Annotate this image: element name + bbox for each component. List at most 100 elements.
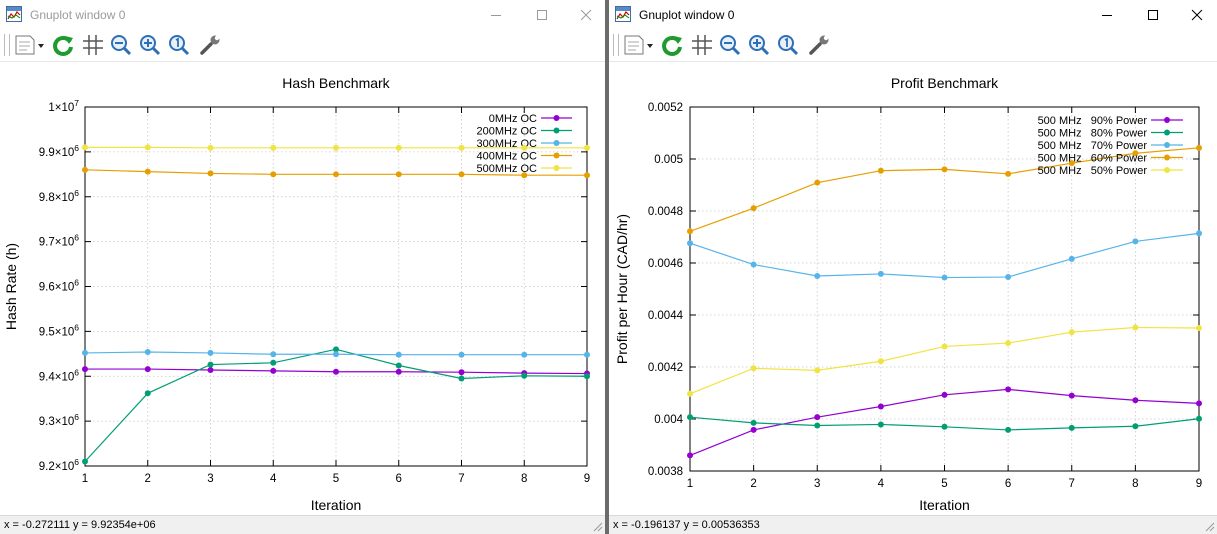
minimize-button[interactable]: [474, 0, 518, 29]
zoom-in-button[interactable]: [138, 32, 162, 58]
copy-clipboard-button[interactable]: [12, 32, 48, 58]
legend-label: 400MHz OC: [476, 151, 537, 163]
data-point: [750, 205, 757, 212]
y-tick-times: ×10: [55, 147, 75, 159]
data-point: [814, 367, 821, 374]
data-point: [395, 351, 402, 358]
y-tick-times: ×10: [55, 282, 75, 294]
x-tick-label: 1: [687, 478, 693, 490]
data-point: [687, 240, 693, 247]
data-point: [1196, 400, 1202, 407]
x-tick-label: 3: [814, 478, 820, 490]
y-tick-mantissa: 9.6: [39, 282, 55, 294]
maximize-button[interactable]: [1131, 0, 1175, 29]
data-point: [207, 361, 214, 368]
options-button[interactable]: [198, 32, 222, 58]
replot-button[interactable]: [51, 32, 75, 58]
maximize-button[interactable]: [520, 0, 564, 29]
y-tick-mantissa: 9.2: [39, 461, 55, 473]
zoom-out-icon: [111, 35, 132, 56]
x-tick-label: 5: [941, 478, 947, 490]
y-tick-times: ×10: [55, 326, 75, 338]
series-3: [687, 230, 1202, 281]
minimize-button[interactable]: [1085, 0, 1129, 29]
unzoom-button[interactable]: [167, 32, 191, 58]
y-tick-label: 0.005: [654, 154, 683, 166]
data-point: [1132, 150, 1139, 157]
data-point: [395, 368, 402, 375]
series-3: [82, 349, 590, 358]
gnuplot-window-hash: Gnuplot window 0: [0, 0, 605, 534]
close-button[interactable]: [564, 0, 605, 29]
data-point: [521, 372, 528, 379]
data-point: [521, 144, 528, 151]
y-tick-times: ×10: [55, 371, 75, 383]
replot-button[interactable]: [660, 32, 684, 58]
zoom-out-icon: [720, 35, 741, 56]
data-point: [1196, 230, 1202, 237]
x-tick-label: 2: [750, 478, 756, 490]
data-point: [941, 423, 948, 430]
legend-marker: [553, 165, 560, 171]
y-tick-label: 0.0044: [648, 310, 684, 322]
series-1: [687, 386, 1202, 459]
data-point: [584, 144, 590, 151]
zoom-out-button[interactable]: [109, 32, 133, 58]
close-button[interactable]: [1175, 0, 1217, 29]
data-point: [270, 171, 277, 178]
data-point: [270, 351, 277, 358]
y-tick-label: 9.7×106: [39, 233, 80, 249]
unzoom-icon: [778, 35, 799, 56]
data-point: [82, 166, 88, 173]
unzoom-button[interactable]: [776, 32, 800, 58]
title-bar[interactable]: Gnuplot window 0: [0, 0, 605, 29]
x-tick-label: 7: [458, 473, 464, 485]
x-tick-label: 5: [333, 473, 339, 485]
hash-benchmark-chart[interactable]: 1 2 3 4 5 6 7 8 99.2×1069.3×1069.4×1069.5×1069.6…: [0, 62, 605, 518]
data-point: [941, 343, 948, 350]
data-point: [1132, 423, 1139, 430]
zoom-in-icon: [140, 35, 161, 56]
series-4: [82, 166, 590, 179]
data-point: [687, 452, 693, 459]
grid-button[interactable]: [81, 32, 105, 58]
data-point: [82, 144, 88, 151]
copy-clipboard-button[interactable]: [621, 32, 657, 58]
series-5: [82, 144, 590, 151]
profit-benchmark-chart[interactable]: 1 2 3 4 5 6 7 8 9 0.0038 0.004 0.0042 0.0044 0.0046 0.…: [609, 62, 1217, 518]
series-2: [687, 414, 1202, 433]
zoom-in-icon: [749, 35, 770, 56]
zoom-out-button[interactable]: [718, 32, 742, 58]
legend-marker: [1164, 129, 1170, 136]
y-tick-times: ×10: [55, 192, 75, 204]
data-point: [333, 351, 339, 358]
resize-grip-icon[interactable]: [591, 520, 603, 532]
options-wrench-icon: [809, 35, 829, 55]
grid-icon: [692, 35, 712, 55]
data-point: [750, 261, 757, 268]
resize-grip-icon[interactable]: [1203, 520, 1215, 532]
y-tick-exponent: 6: [74, 322, 79, 332]
data-point: [521, 172, 528, 179]
status-bar: x = -0.272111 y = 9.92354e+06: [0, 515, 605, 534]
data-point: [1068, 392, 1075, 399]
data-point: [333, 368, 339, 375]
options-button[interactable]: [807, 32, 831, 58]
mouse-coordinates: x = -0.272111 y = 9.92354e+06: [4, 519, 156, 531]
window-title: Gnuplot window 0: [639, 8, 735, 22]
data-point: [1132, 324, 1139, 331]
legend-label: 500 MHz 60% Power: [1038, 153, 1148, 165]
y-tick-times: ×10: [55, 102, 75, 114]
data-point: [750, 426, 757, 433]
zoom-in-button[interactable]: [747, 32, 771, 58]
data-point: [687, 414, 693, 421]
grid-button[interactable]: [690, 32, 714, 58]
data-point: [1005, 170, 1012, 177]
x-axis-label: Iteration: [311, 497, 362, 513]
app-icon: [6, 6, 22, 22]
legend-label: 0MHz OC: [489, 113, 537, 125]
toolbar-grip: [4, 34, 10, 56]
x-tick-label: 3: [207, 473, 213, 485]
y-tick-mantissa: 9.4: [39, 371, 56, 383]
title-bar[interactable]: Gnuplot window 0: [609, 0, 1217, 29]
